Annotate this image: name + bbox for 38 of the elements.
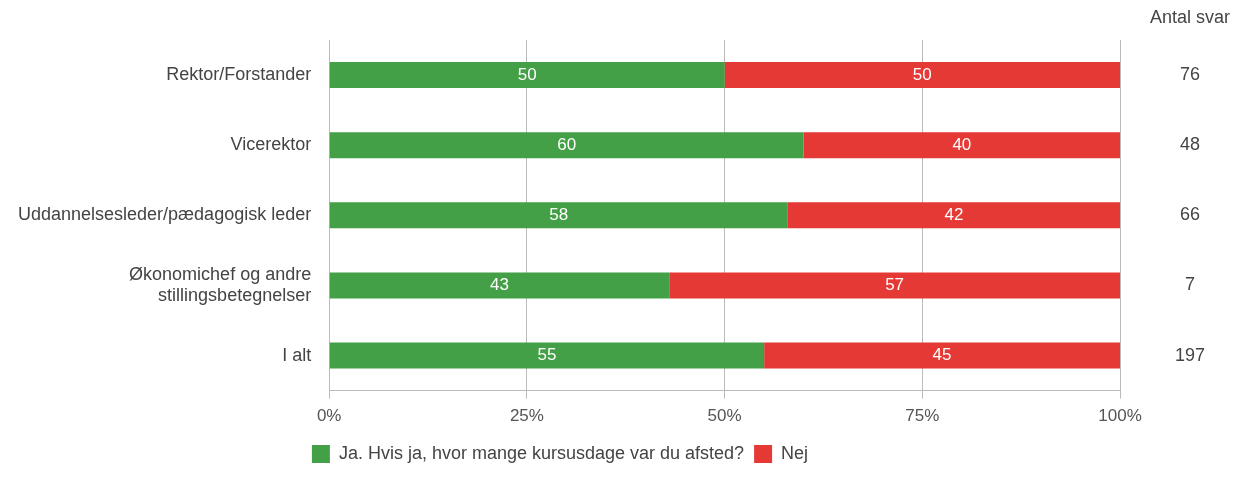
legend-label: Nej (781, 442, 809, 463)
y-tick-label: Økonomichef og andre stillingsbetegnelser (129, 263, 312, 306)
y-tick-label: Vicerektor (230, 134, 312, 155)
data-label: 42 (944, 204, 964, 224)
data-label: 58 (549, 204, 569, 224)
x-tick-label: 25% (509, 406, 544, 426)
bar (329, 132, 804, 159)
bar (724, 62, 1120, 89)
x-tick-label: 50% (707, 406, 742, 426)
bar (803, 132, 1120, 159)
bar (329, 202, 788, 229)
x-tick-label: 100% (1098, 406, 1142, 426)
data-label: 60 (557, 134, 577, 154)
data-label: 43 (490, 275, 509, 295)
bar (669, 272, 1120, 299)
text: 66 (1179, 204, 1201, 225)
bar (329, 272, 670, 299)
legend-label: Ja. Hvis ja, hvor mange kursusdage var du afsted? (338, 442, 745, 463)
y-tick-label: Rektor/Forstander (166, 64, 312, 85)
x-tick-label: 75% (905, 406, 940, 426)
bar (329, 62, 725, 89)
x-tick-label: 0% (316, 406, 342, 426)
text: 7 (1184, 274, 1196, 295)
data-label: 45 (932, 345, 952, 365)
text: 48 (1179, 134, 1201, 155)
bar (329, 342, 765, 369)
bar (764, 342, 1120, 369)
data-label: 55 (537, 345, 557, 365)
data-label: 40 (952, 134, 972, 154)
y-tick-label: I alt (282, 344, 312, 365)
text: Antal svar (1149, 6, 1231, 27)
data-label: 50 (912, 64, 932, 84)
y-tick-label: Uddannelsesleder/pædagogisk leder (17, 204, 312, 225)
text: 76 (1179, 64, 1201, 85)
data-label: 50 (517, 64, 537, 84)
data-label: 57 (885, 275, 905, 295)
text: 197 (1174, 344, 1206, 365)
bar (787, 202, 1120, 229)
